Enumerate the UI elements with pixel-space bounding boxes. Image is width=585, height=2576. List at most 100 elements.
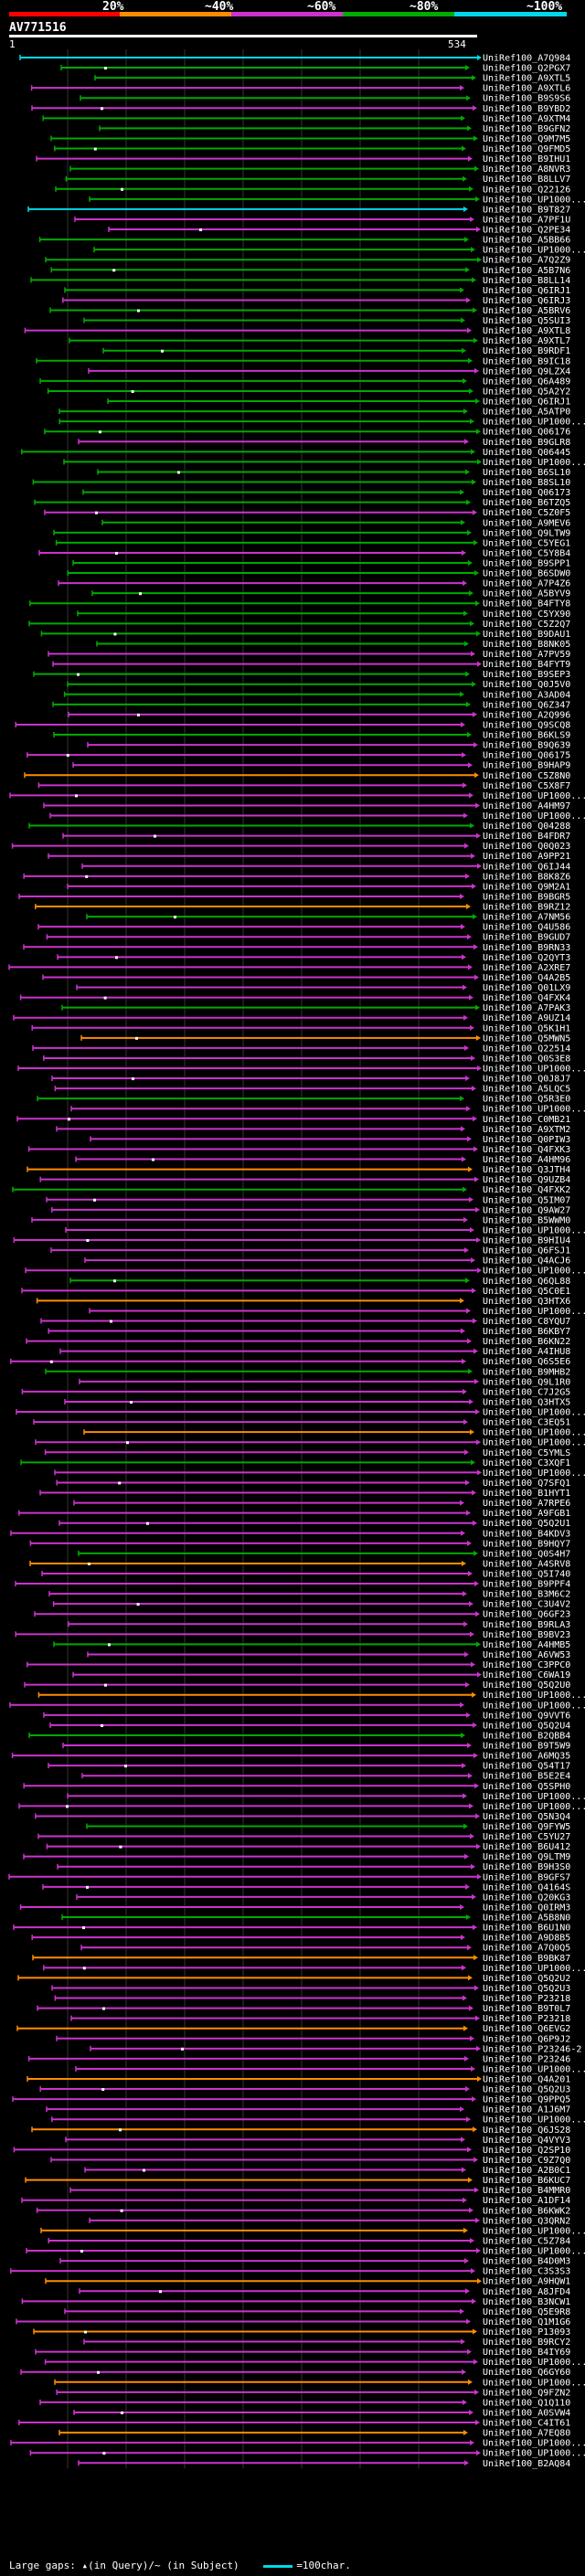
hit-label[interactable]: UniRef100_A4HMB5 [483,1640,570,1650]
hit-label[interactable]: UniRef100_Q6JS28 [483,2125,570,2136]
hit-label[interactable]: UniRef100_A7RPE6 [483,1499,570,1509]
hit-label[interactable]: UniRef100_B9HAP9 [483,761,570,771]
hit-label[interactable]: UniRef100_B2AQ84 [483,2459,570,2469]
hit-label[interactable]: UniRef100_B8LLV7 [483,175,570,185]
hit-row[interactable]: UniRef100_B9GFN2 [99,124,570,134]
hit-row[interactable]: UniRef100_A4IHU8 [59,1347,570,1357]
hit-row[interactable]: UniRef100_C6WA19 [72,1670,570,1680]
hit-row[interactable]: UniRef100_B6KN22 [26,1337,570,1347]
hit-row[interactable]: UniRef100_B3NCW1 [21,2297,570,2307]
hit-label[interactable]: UniRef100_A7P4Z6 [483,579,570,589]
hit-label[interactable]: UniRef100_UP1000... [483,2449,585,2459]
hit-row[interactable]: UniRef100_UP1000... [40,2226,585,2236]
hit-label[interactable]: UniRef100_Q6P9J2 [483,2034,570,2044]
hit-label[interactable]: UniRef100_Q0J8J7 [483,1075,570,1085]
hit-label[interactable]: UniRef100_B5WWM0 [483,1215,570,1225]
hit-row[interactable]: UniRef100_C7J2G5 [21,1387,570,1397]
hit-label[interactable]: UniRef100_Q1Q110 [483,2398,570,2408]
hit-row[interactable]: UniRef100_A2XRE7 [8,963,570,973]
hit-label[interactable]: UniRef100_C3U4V2 [483,1600,570,1610]
hit-label[interactable]: UniRef100_UP1000... [483,2226,585,2236]
hit-row[interactable]: UniRef100_B6TZQ5 [34,498,570,508]
hit-row[interactable]: UniRef100_Q6Z347 [52,700,570,710]
hit-label[interactable]: UniRef100_A5LQC5 [483,1085,570,1095]
hit-row[interactable]: UniRef100_Q9LZX4 [88,366,570,376]
hit-row[interactable]: UniRef100_A4HMB5 [53,1640,570,1650]
hit-label[interactable]: UniRef100_A2Q996 [483,710,570,720]
hit-label[interactable]: UniRef100_A9FGB1 [483,1509,570,1519]
hit-row[interactable]: UniRef100_Q0J8J7 [51,1075,570,1085]
hit-row[interactable]: UniRef100_Q4164S [42,1882,570,1892]
hit-label[interactable]: UniRef100_C9Z7Q0 [483,2156,570,2166]
hit-label[interactable]: UniRef100_Q9VVT6 [483,1711,570,1721]
hit-label[interactable]: UniRef100_C5YU27 [483,1832,570,1842]
hit-row[interactable]: UniRef100_UP1000... [63,458,585,468]
hit-label[interactable]: UniRef100_B3M6C2 [483,1590,570,1600]
hit-row[interactable]: UniRef100_A8JFD4 [79,2287,570,2297]
hit-row[interactable]: UniRef100_Q5SPH0 [23,1782,570,1792]
hit-label[interactable]: UniRef100_B9YBD2 [483,104,570,114]
hit-label[interactable]: UniRef100_A6VW53 [483,1650,570,1660]
hit-row[interactable]: UniRef100_A9MEV6 [101,518,570,528]
hit-label[interactable]: UniRef100_A9XTL5 [483,74,570,84]
hit-label[interactable]: UniRef100_C3S3S3 [483,2267,570,2277]
hit-row[interactable]: UniRef100_Q06173 [82,488,570,498]
hit-label[interactable]: UniRef100_P23246-2 [483,2044,581,2054]
hit-row[interactable]: UniRef100_B9HIU4 [13,1236,570,1246]
hit-label[interactable]: UniRef100_UP1000... [483,1691,585,1701]
hit-row[interactable]: UniRef100_Q9UZB4 [39,1175,570,1185]
hit-row[interactable]: UniRef100_Q5I740 [41,1570,570,1580]
hit-row[interactable]: UniRef100_A8NVR3 [69,164,570,175]
hit-row[interactable]: UniRef100_B4FYT9 [52,660,570,670]
hit-label[interactable]: UniRef100_B4IY69 [483,2348,570,2358]
hit-label[interactable]: UniRef100_A5BYV9 [483,589,570,599]
hit-row[interactable]: UniRef100_UP1000... [51,2115,585,2125]
hit-label[interactable]: UniRef100_A0SVW4 [483,2408,570,2418]
hit-row[interactable]: UniRef100_B6KWK2 [36,2206,571,2216]
hit-label[interactable]: UniRef100_Q4FXK4 [483,993,570,1003]
hit-label[interactable]: UniRef100_C5Z2Q7 [483,620,570,630]
hit-row[interactable]: UniRef100_UP1000... [93,246,585,256]
hit-label[interactable]: UniRef100_Q9FMD5 [483,144,570,154]
hit-label[interactable]: UniRef100_A7NM56 [483,913,570,923]
hit-row[interactable]: UniRef100_Q9LTM9 [23,1852,570,1862]
hit-label[interactable]: UniRef100_Q6IRJ3 [483,296,570,306]
hit-label[interactable]: UniRef100_UP1000... [483,1701,585,1711]
hit-row[interactable]: UniRef100_Q9SCQ8 [15,720,570,730]
hit-row[interactable]: UniRef100_A2B0C1 [84,2166,570,2176]
hit-row[interactable]: UniRef100_UP1000... [9,791,585,801]
hit-row[interactable]: UniRef100_UP1000... [16,1408,585,1418]
hit-row[interactable]: UniRef100_A7PF1U [74,215,570,225]
hit-row[interactable]: UniRef100_B9RDF1 [102,346,570,356]
hit-label[interactable]: UniRef100_B6KBY7 [483,1327,570,1337]
hit-row[interactable]: UniRef100_Q04288 [28,822,570,832]
hit-label[interactable]: UniRef100_UP1000... [483,195,585,205]
hit-label[interactable]: UniRef100_Q22126 [483,185,570,195]
hit-row[interactable]: UniRef100_B8SL10 [32,478,570,488]
hit-label[interactable]: UniRef100_A2XRE7 [483,963,570,973]
hit-row[interactable]: UniRef100_Q4U586 [37,923,570,933]
hit-row[interactable]: UniRef100_Q5Q2U0 [24,1680,570,1691]
hit-row[interactable]: UniRef100_B9MHB2 [45,1367,570,1377]
hit-label[interactable]: UniRef100_B4FDR7 [483,832,570,842]
hit-row[interactable]: UniRef100_Q4A2B5 [42,973,570,983]
hit-row[interactable]: UniRef100_UP1000... [54,2378,585,2388]
hit-row[interactable]: UniRef100_Q5N3Q4 [35,1812,571,1822]
hit-label[interactable]: UniRef100_B5E2E4 [483,1772,570,1782]
hit-row[interactable]: UniRef100_C3XQF1 [20,1458,570,1468]
hit-row[interactable]: UniRef100_C4IT61 [18,2419,571,2429]
hit-label[interactable]: UniRef100_A6MQ35 [483,1752,570,1762]
hit-label[interactable]: UniRef100_Q9PPQ5 [483,2095,570,2105]
hit-row[interactable]: UniRef100_A4HM96 [75,1155,570,1165]
hit-label[interactable]: UniRef100_A7PV59 [483,650,570,660]
hit-row[interactable]: UniRef100_B9T827 [27,205,570,215]
hit-row[interactable]: UniRef100_B9RN33 [23,943,570,953]
hit-row[interactable]: UniRef100_C5Z8N0 [24,771,570,781]
hit-row[interactable]: UniRef100_Q6EVG2 [16,2024,570,2034]
hit-label[interactable]: UniRef100_A9MEV6 [483,518,570,528]
hit-row[interactable]: UniRef100_Q54T17 [48,1762,570,1772]
hit-row[interactable]: UniRef100_Q06176 [44,428,570,438]
hit-row[interactable]: UniRef100_UP1000... [54,1468,585,1479]
hit-label[interactable]: UniRef100_A9XTM2 [483,1125,570,1135]
hit-label[interactable]: UniRef100_Q5N3Q4 [483,1812,570,1822]
